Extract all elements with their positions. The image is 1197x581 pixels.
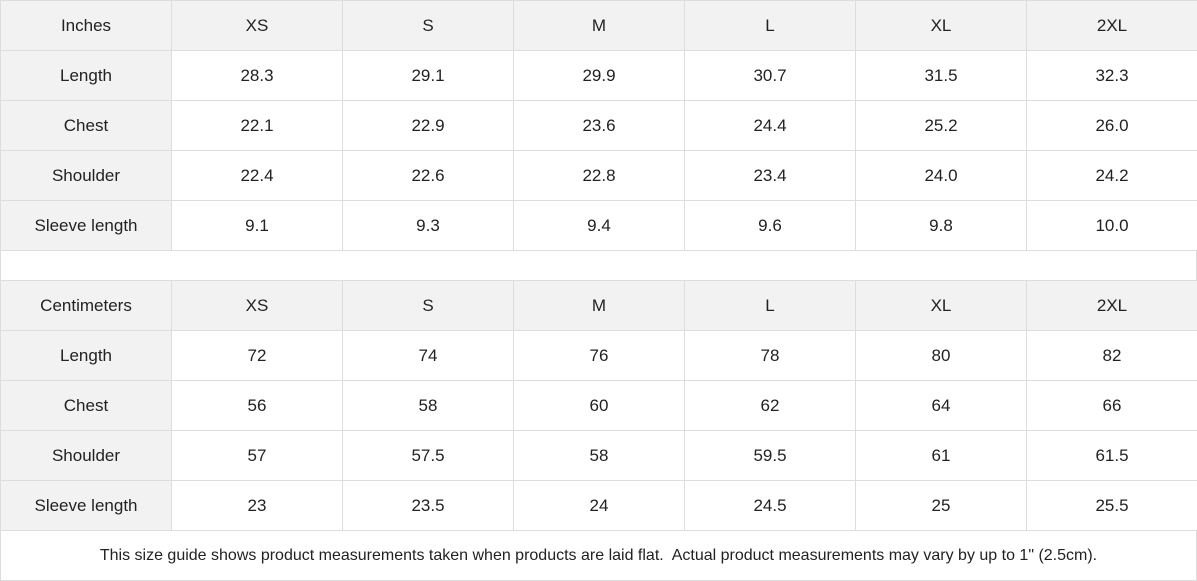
measurement-value: 22.8 [514, 151, 685, 201]
measurement-value: 57 [172, 431, 343, 481]
size-header: 2XL [1027, 1, 1197, 51]
measurement-value: 25 [856, 481, 1027, 531]
measurement-value: 32.3 [1027, 51, 1197, 101]
measurement-value: 72 [172, 331, 343, 381]
measurement-value: 56 [172, 381, 343, 431]
unit-header: Inches [1, 1, 172, 51]
measurement-label: Length [1, 331, 172, 381]
measurement-value: 23.4 [685, 151, 856, 201]
measurement-value: 9.8 [856, 201, 1027, 251]
measurement-value: 24.4 [685, 101, 856, 151]
centimeters-table: Centimeters XS S M L XL 2XL Length 72 74 76 78 80 82 C… [1, 281, 1197, 531]
size-header: XL [856, 1, 1027, 51]
table-spacer [1, 251, 1197, 281]
measurement-value: 30.7 [685, 51, 856, 101]
measurement-value: 62 [685, 381, 856, 431]
measurement-value: 74 [343, 331, 514, 381]
measurement-label: Sleeve length [1, 201, 172, 251]
measurement-value: 29.1 [343, 51, 514, 101]
unit-header: Centimeters [1, 281, 172, 331]
measurement-label: Shoulder [1, 431, 172, 481]
measurement-value: 9.1 [172, 201, 343, 251]
size-header: M [514, 281, 685, 331]
measurement-value: 24.5 [685, 481, 856, 531]
measurement-value: 61 [856, 431, 1027, 481]
measurement-label: Length [1, 51, 172, 101]
size-header: XL [856, 281, 1027, 331]
size-header: XS [172, 1, 343, 51]
measurement-value: 76 [514, 331, 685, 381]
size-header: S [343, 1, 514, 51]
size-header: S [343, 281, 514, 331]
measurement-value: 22.1 [172, 101, 343, 151]
measurement-value: 26.0 [1027, 101, 1197, 151]
measurement-label: Chest [1, 381, 172, 431]
measurement-value: 31.5 [856, 51, 1027, 101]
measurement-value: 23 [172, 481, 343, 531]
measurement-value: 78 [685, 331, 856, 381]
size-guide-note: This size guide shows product measuremen… [1, 531, 1197, 581]
measurement-value: 59.5 [685, 431, 856, 481]
measurement-value: 58 [343, 381, 514, 431]
measurement-value: 10.0 [1027, 201, 1197, 251]
measurement-value: 24.0 [856, 151, 1027, 201]
measurement-value: 80 [856, 331, 1027, 381]
measurement-value: 82 [1027, 331, 1197, 381]
size-header: L [685, 1, 856, 51]
size-header: L [685, 281, 856, 331]
measurement-value: 60 [514, 381, 685, 431]
measurement-value: 23.6 [514, 101, 685, 151]
measurement-label: Sleeve length [1, 481, 172, 531]
measurement-value: 58 [514, 431, 685, 481]
measurement-value: 22.4 [172, 151, 343, 201]
measurement-value: 57.5 [343, 431, 514, 481]
measurement-value: 24 [514, 481, 685, 531]
size-header: 2XL [1027, 281, 1197, 331]
measurement-value: 64 [856, 381, 1027, 431]
measurement-value: 25.5 [1027, 481, 1197, 531]
measurement-value: 9.4 [514, 201, 685, 251]
measurement-value: 66 [1027, 381, 1197, 431]
size-header: XS [172, 281, 343, 331]
inches-table: Inches XS S M L XL 2XL Length 28.3 29.1 29.9 30.7 31… [1, 1, 1197, 251]
measurement-value: 22.9 [343, 101, 514, 151]
measurement-value: 22.6 [343, 151, 514, 201]
measurement-value: 9.6 [685, 201, 856, 251]
measurement-label: Chest [1, 101, 172, 151]
measurement-value: 29.9 [514, 51, 685, 101]
measurement-value: 25.2 [856, 101, 1027, 151]
measurement-value: 61.5 [1027, 431, 1197, 481]
measurement-value: 24.2 [1027, 151, 1197, 201]
size-header: M [514, 1, 685, 51]
measurement-value: 28.3 [172, 51, 343, 101]
measurement-value: 23.5 [343, 481, 514, 531]
measurement-label: Shoulder [1, 151, 172, 201]
measurement-value: 9.3 [343, 201, 514, 251]
